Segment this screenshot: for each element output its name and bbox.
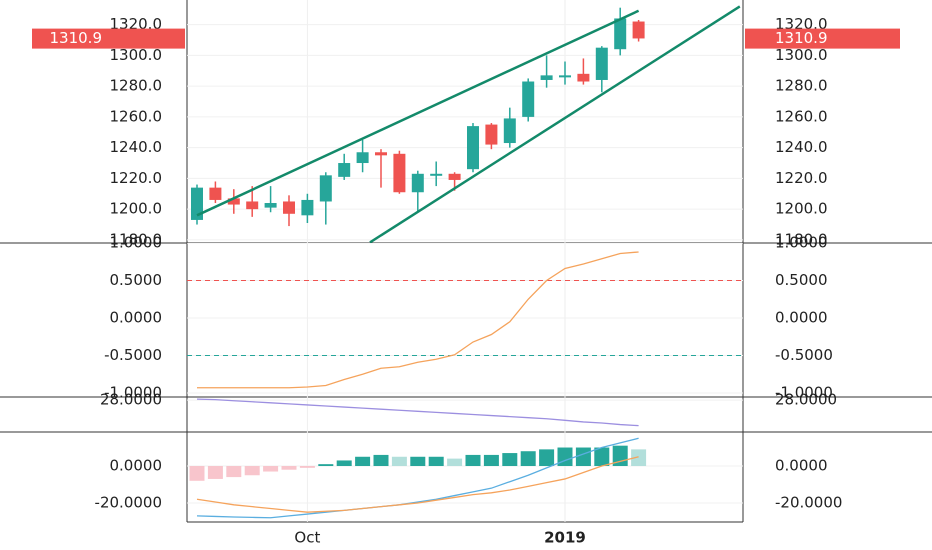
candle-body xyxy=(632,21,645,39)
candle-body xyxy=(227,198,240,205)
candle-body xyxy=(246,201,259,210)
candle-body xyxy=(485,124,498,145)
indicator-line xyxy=(196,437,639,519)
y-tick-label: 1.0000 xyxy=(110,234,163,252)
candle-body xyxy=(264,203,277,208)
histogram-bar xyxy=(502,453,518,467)
indicator-line xyxy=(196,398,639,427)
candle-body xyxy=(430,173,443,176)
indicator-line xyxy=(196,456,639,513)
histogram-bar xyxy=(355,456,371,467)
candle-body xyxy=(577,73,590,82)
candle-body xyxy=(393,153,406,193)
y-tick-label-right: -20.0000 xyxy=(775,493,842,511)
histogram-bar xyxy=(465,454,481,467)
y-tick-label-right: 1.0000 xyxy=(775,234,828,252)
price-tag-bg-right xyxy=(745,28,900,49)
histogram-bar xyxy=(263,466,279,472)
histogram-bar xyxy=(391,456,407,467)
y-tick-label-right: 1240.0 xyxy=(775,138,828,156)
histogram-bar xyxy=(244,466,260,476)
y-tick-label: 1220.0 xyxy=(110,169,163,187)
pane xyxy=(187,398,743,427)
y-tick-label: 0.0000 xyxy=(110,309,163,327)
y-tick-label-right: 0.0000 xyxy=(775,457,828,475)
candle-body xyxy=(411,173,424,193)
candle-body xyxy=(191,187,203,220)
trendline xyxy=(369,5,741,243)
y-tick-label-right: 28.0000 xyxy=(775,391,837,409)
histogram-bar xyxy=(336,460,352,467)
candle-body xyxy=(522,81,535,117)
y-tick-label: 0.5000 xyxy=(110,271,163,289)
histogram-bar xyxy=(207,466,223,479)
candle-body xyxy=(319,175,332,202)
candle-body xyxy=(375,152,387,156)
price-tag-right: 1310.9 xyxy=(775,29,828,47)
histogram-bar xyxy=(428,456,444,467)
candle-body xyxy=(503,118,516,144)
y-tick-label-right: 1180.0 xyxy=(775,230,828,248)
pane xyxy=(187,243,743,394)
indicator-line xyxy=(197,251,639,389)
histogram-bar xyxy=(189,466,205,481)
y-tick-label-right: 1200.0 xyxy=(775,200,828,218)
y-tick-label: -20.0000 xyxy=(95,493,162,511)
histogram-bar xyxy=(373,454,389,467)
y-tick-label: 1200.0 xyxy=(110,200,163,218)
histogram-bar xyxy=(539,449,555,467)
candle-body xyxy=(467,126,479,170)
histogram-bar xyxy=(575,447,591,467)
histogram-bar xyxy=(594,447,610,467)
histogram-bar xyxy=(447,458,463,467)
candle-body xyxy=(283,201,295,214)
x-tick-label: Oct xyxy=(294,529,320,547)
y-tick-label-right: -1.0000 xyxy=(775,384,833,402)
trendline xyxy=(196,9,640,217)
candle-body xyxy=(301,199,314,216)
candle-body xyxy=(209,187,222,200)
y-tick-label-right: 1300.0 xyxy=(775,46,828,64)
histogram-bar xyxy=(520,451,536,467)
candle-body xyxy=(614,18,627,50)
histogram-bar xyxy=(226,466,242,478)
y-tick-label: -0.5000 xyxy=(104,346,162,364)
x-tick-label: 2019 xyxy=(544,529,586,547)
y-tick-label: 1280.0 xyxy=(110,77,163,95)
candle-body xyxy=(356,152,369,164)
candle-body xyxy=(448,173,461,180)
candle-body xyxy=(540,75,553,80)
histogram-bar xyxy=(410,456,426,467)
pane xyxy=(187,437,743,519)
y-tick-label-right: 0.5000 xyxy=(775,271,828,289)
y-tick-label: 1260.0 xyxy=(110,107,163,125)
y-tick-label: 1240.0 xyxy=(110,138,163,156)
y-tick-label: 28.0000 xyxy=(100,391,162,409)
y-tick-label: 1180.0 xyxy=(110,230,163,248)
y-tick-label-right: 1260.0 xyxy=(775,107,828,125)
y-tick-label-right: 1220.0 xyxy=(775,169,828,187)
price-tag-bg xyxy=(32,28,185,49)
y-tick-label: 0.0000 xyxy=(110,457,163,475)
histogram-bar xyxy=(318,464,334,467)
y-tick-label-right: 0.0000 xyxy=(775,309,828,327)
pane xyxy=(187,5,743,243)
y-tick-label: -1.0000 xyxy=(104,384,162,402)
y-tick-label-right: -0.5000 xyxy=(775,346,833,364)
candle-body xyxy=(338,163,351,177)
histogram-bar xyxy=(299,466,315,468)
histogram-bar xyxy=(631,449,647,467)
price-tag: 1310.9 xyxy=(50,29,103,47)
candle-body xyxy=(559,75,571,78)
y-tick-label: 1300.0 xyxy=(110,46,163,64)
histogram-bar xyxy=(483,454,499,467)
y-tick-label-right: 1280.0 xyxy=(775,77,828,95)
histogram-bar xyxy=(281,466,297,470)
candle-body xyxy=(595,47,608,80)
